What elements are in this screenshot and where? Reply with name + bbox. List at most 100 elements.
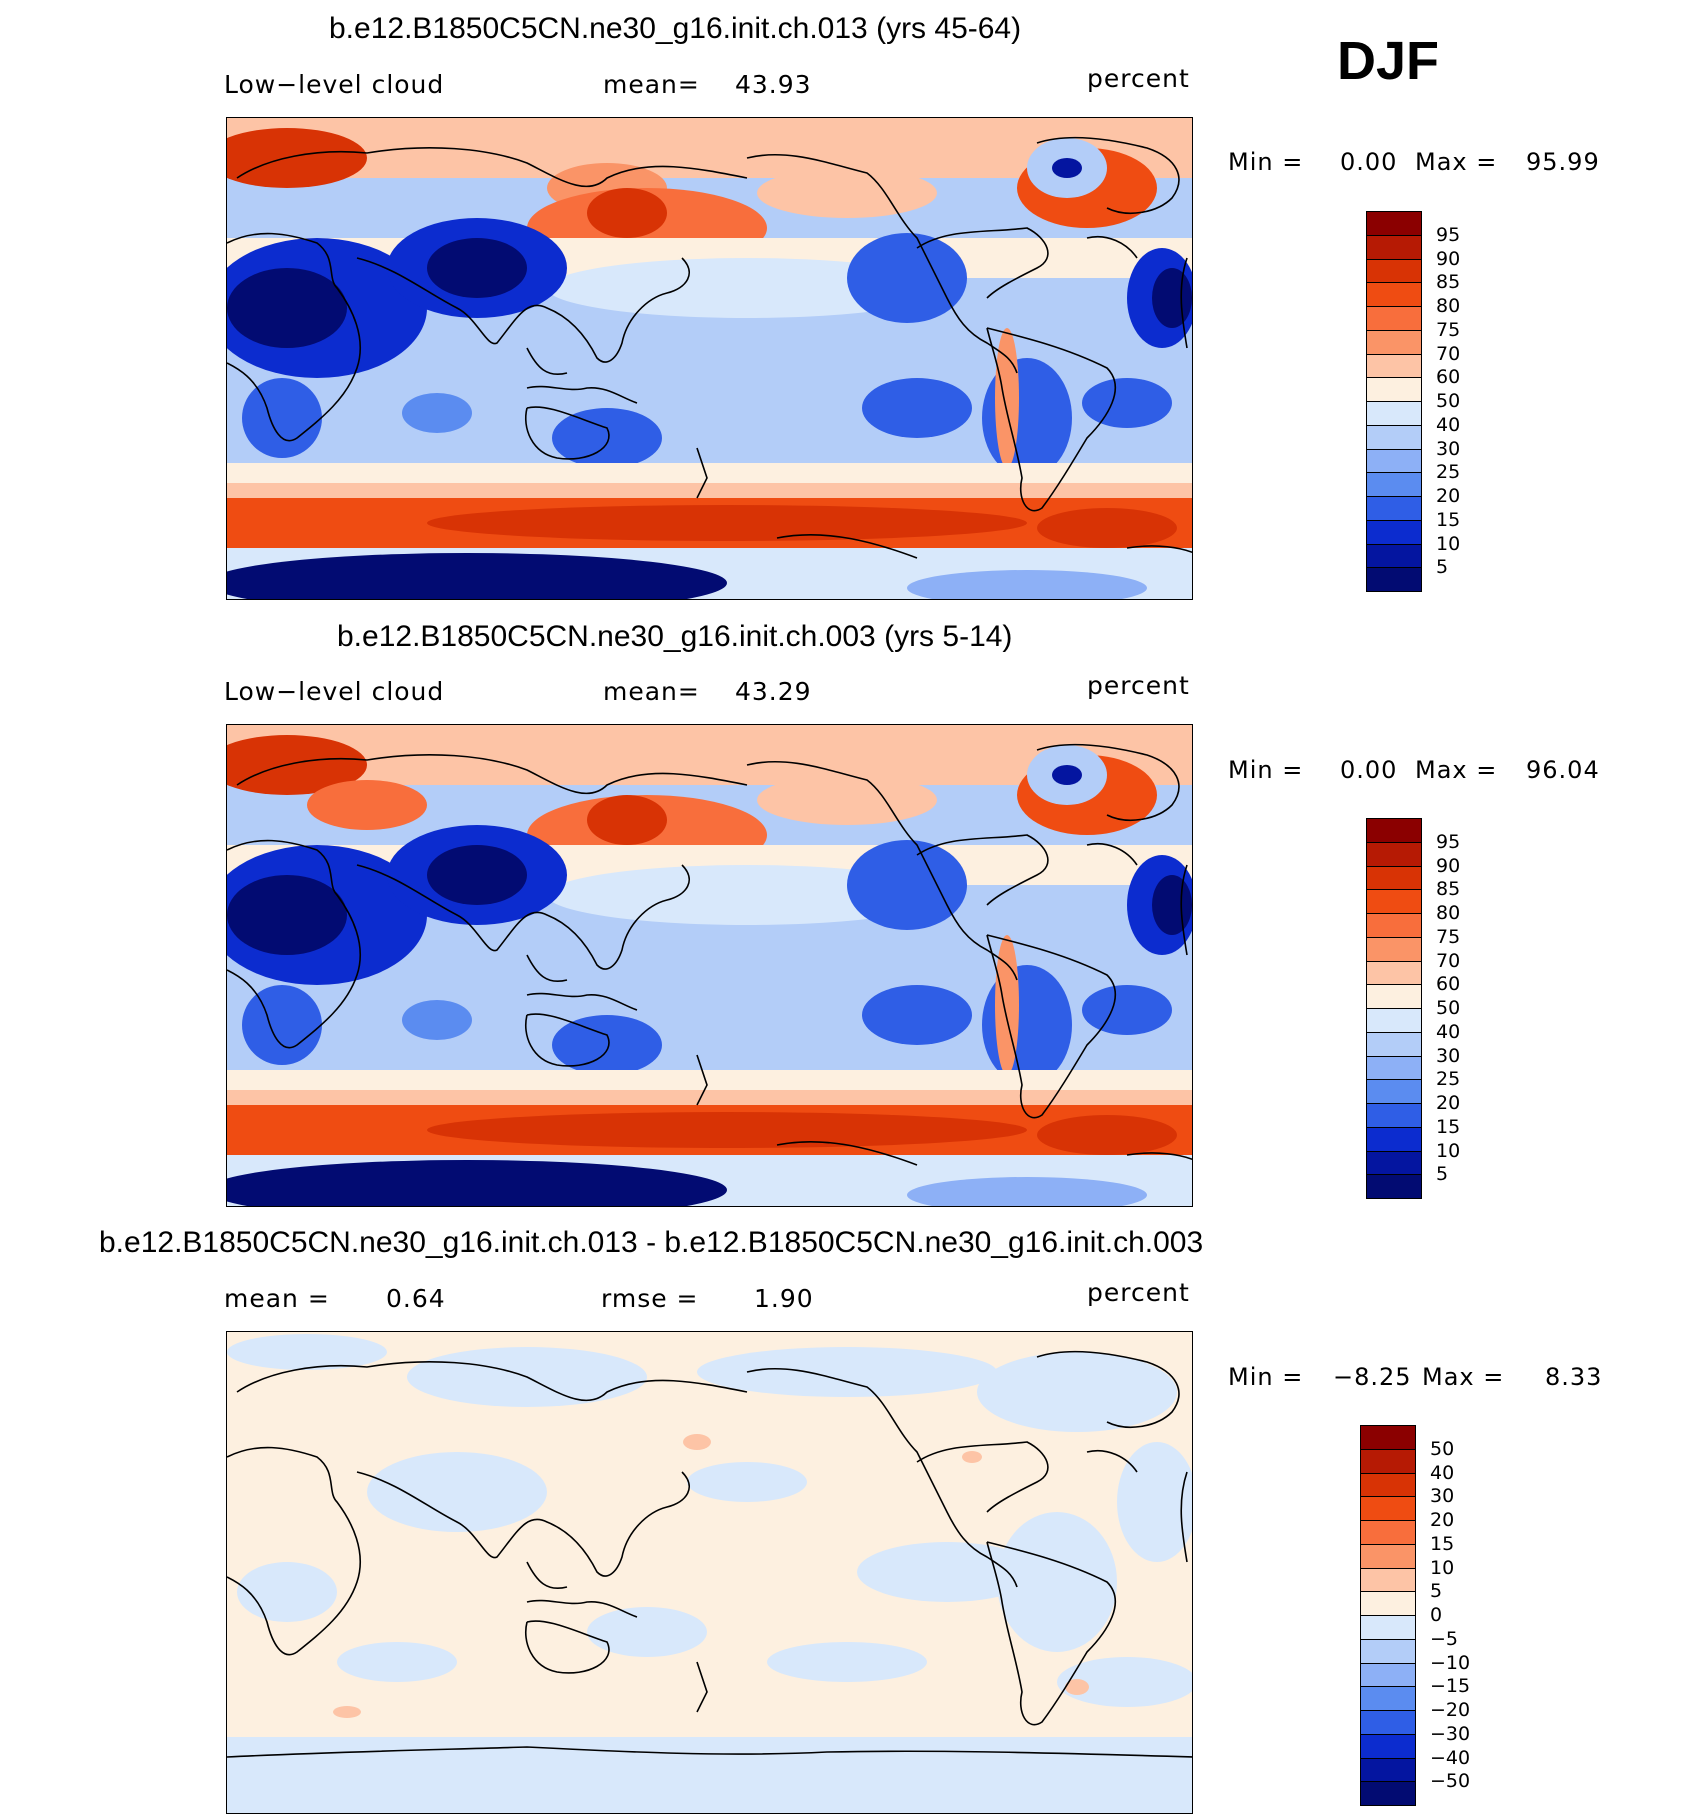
panel3-colorbar-tick-label: −30 [1430, 1722, 1471, 1745]
panel2-colorbar-swatch [1366, 1079, 1422, 1104]
panel1-colorbar-swatch [1366, 567, 1422, 592]
panel2-colorbar-tick-label: 80 [1436, 902, 1461, 924]
panel3-colorbar-swatch [1360, 1733, 1416, 1759]
panel1-max-label: Max = [1415, 148, 1498, 176]
panel1-colorbar-tick-label: 85 [1436, 271, 1461, 294]
panel3-colorbar-swatch [1360, 1710, 1416, 1735]
panel2-colorbar-swatch [1366, 984, 1422, 1009]
panel3-colorbar-swatch [1360, 1615, 1416, 1640]
panel1-colorbar-tick-label: 20 [1436, 485, 1461, 507]
panel3-colorbar-tick-label: −10 [1430, 1651, 1471, 1674]
panel2-colorbar-tick-label: 15 [1436, 1115, 1461, 1138]
panel2-colorbar-tick-label: 5 [1436, 1163, 1449, 1186]
panel1-colorbar-tick-label: 25 [1436, 461, 1461, 484]
panel3-min-label: Min = [1228, 1363, 1304, 1391]
panel2-colorbar-tick-label: 50 [1436, 997, 1461, 1019]
panel3-colorbar: 50 40 30 20 15 10 5 0 −5 −10 −15 −20 −30 −40 −50 [1360, 1425, 1470, 1806]
panel3-colorbar-swatch [1360, 1686, 1416, 1711]
panel2-colorbar-swatch [1366, 1103, 1422, 1128]
panel3-colorbar-tick-label: 5 [1430, 1580, 1443, 1603]
panel3-colorbar-swatch [1360, 1638, 1416, 1664]
panel2-colorbar-swatch [1366, 1031, 1422, 1057]
panel3-colorbar-tick-label: 20 [1430, 1509, 1455, 1531]
panel2-min-value: 0.00 [1340, 756, 1398, 784]
panel1-colorbar-tick-label: 30 [1436, 437, 1461, 460]
panel3-colorbar-tick-label: −40 [1430, 1746, 1471, 1769]
panel2-max-value: 96.04 [1526, 756, 1600, 784]
panel3-colorbar-swatch [1360, 1448, 1416, 1474]
panel3-colorbar-swatch [1360, 1781, 1416, 1806]
panel3-colorbar-swatch [1360, 1662, 1416, 1688]
panel3-max-value: 8.33 [1545, 1363, 1603, 1391]
panel1-mean-value: 43.93 [735, 70, 812, 99]
panel2-map [226, 724, 1193, 1207]
panel2-colorbar-swatch [1366, 1126, 1422, 1152]
panel1-unit-label: percent [1087, 64, 1190, 93]
panel1-colorbar-swatch [1366, 448, 1422, 474]
panel3-colorbar-tick-label: 15 [1430, 1532, 1455, 1555]
panel2-min-label: Min = [1228, 756, 1304, 784]
panel2-colorbar-swatch [1366, 1055, 1422, 1081]
panel2-colorbar-tick-label: 75 [1436, 925, 1461, 948]
panel3-unit-label: percent [1087, 1278, 1190, 1307]
panel1-colorbar: 95 90 85 80 75 70 60 50 40 30 25 20 15 10 5 [1366, 211, 1460, 592]
panel1-variable-label: Low−level cloud [224, 70, 445, 99]
panel2-colorbar-swatch [1366, 960, 1422, 986]
panel2-colorbar-tick-label: 20 [1436, 1092, 1461, 1114]
panel3-colorbar-tick-label: 0 [1430, 1604, 1443, 1626]
panel3-mean-label: mean = [224, 1284, 330, 1313]
panel3-colorbar-swatch [1360, 1425, 1416, 1450]
season-label: DJF [1337, 31, 1440, 91]
panel3-mean-value: 0.64 [386, 1284, 446, 1313]
panel3-colorbar-swatch [1360, 1757, 1416, 1783]
panel3-rmse-label: rmse = [601, 1284, 699, 1313]
panel1-min-label: Min = [1228, 148, 1304, 176]
panel2-colorbar-tick-label: 40 [1436, 1020, 1461, 1043]
panel3-colorbar-tick-label: −15 [1430, 1675, 1471, 1698]
panel1-colorbar-tick-label: 15 [1436, 508, 1461, 531]
panel1-colorbar-swatch [1366, 282, 1422, 307]
panel1-colorbar-tick-label: 60 [1436, 366, 1461, 389]
panel1-map [226, 117, 1193, 600]
panel2-unit-label: percent [1087, 671, 1190, 700]
panel2-colorbar-swatch [1366, 889, 1422, 914]
panel3-colorbar-tick-label: 50 [1430, 1437, 1455, 1460]
panel3-title: b.e12.B1850C5CN.ne30_g16.init.ch.013 - b… [99, 1226, 1204, 1259]
panel2-colorbar-tick-label: 25 [1436, 1068, 1461, 1091]
panel1-colorbar-tick-label: 90 [1436, 247, 1461, 270]
panel1-max-value: 95.99 [1526, 148, 1600, 176]
panel3-max-label: Max = [1422, 1363, 1505, 1391]
panel3-colorbar-tick-label: 30 [1430, 1485, 1455, 1508]
panel1-colorbar-swatch [1366, 377, 1422, 402]
panel1-colorbar-tick-label: 70 [1436, 342, 1461, 365]
panel3-min-value: −8.25 [1333, 1363, 1412, 1391]
panel1-colorbar-tick-label: 5 [1436, 556, 1449, 579]
panel1-colorbar-swatch [1366, 519, 1422, 545]
panel1-mean-label: mean= [603, 70, 700, 99]
panel3-colorbar-swatch [1360, 1496, 1416, 1521]
panel1-colorbar-tick-label: 75 [1436, 318, 1461, 341]
panel1-colorbar-swatch [1366, 258, 1422, 284]
panel2-colorbar-tick-label: 70 [1436, 949, 1461, 972]
panel3-colorbar-tick-label: 40 [1430, 1461, 1455, 1484]
panel1-colorbar-swatch [1366, 306, 1422, 331]
panel1-colorbar-tick-label: 50 [1436, 390, 1461, 412]
panel2-mean-value: 43.29 [735, 677, 812, 706]
panel2-colorbar-swatch [1366, 913, 1422, 938]
panel1-colorbar-swatch [1366, 401, 1422, 426]
panel2-mean-label: mean= [603, 677, 700, 706]
panel1-colorbar-swatch [1366, 353, 1422, 379]
panel2-colorbar-tick-label: 10 [1436, 1139, 1461, 1162]
panel3-colorbar-tick-label: −20 [1430, 1699, 1471, 1721]
panel1-colorbar-tick-label: 10 [1436, 532, 1461, 555]
panel2-colorbar-swatch [1366, 1008, 1422, 1033]
panel1-colorbar-swatch [1366, 496, 1422, 521]
panel3-colorbar-swatch [1360, 1520, 1416, 1545]
panel2-colorbar-tick-label: 95 [1436, 830, 1461, 853]
panel2-colorbar-swatch [1366, 936, 1422, 962]
panel2-colorbar-swatch [1366, 1174, 1422, 1199]
panel1-colorbar-swatch [1366, 472, 1422, 497]
panel2-colorbar-tick-label: 90 [1436, 854, 1461, 877]
panel2-colorbar-tick-label: 30 [1436, 1044, 1461, 1067]
panel2-max-label: Max = [1415, 756, 1498, 784]
